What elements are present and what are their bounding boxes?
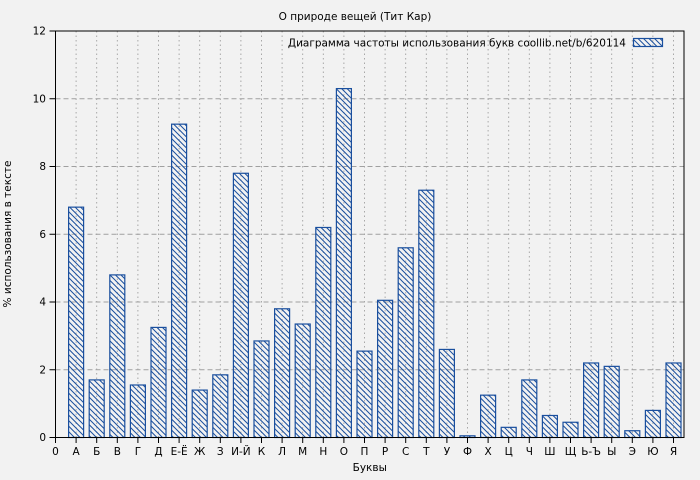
x-tick-label-Д: Д: [154, 446, 162, 458]
x-tick-label-Ц: Ц: [505, 446, 513, 458]
x-axis-label: Буквы: [353, 462, 387, 474]
bar-Д: [150, 326, 167, 439]
bar-С: [397, 247, 414, 439]
bar-Н: [315, 226, 332, 439]
y-tick-label-10: 10: [33, 93, 46, 105]
bar-Е-Ё: [171, 123, 188, 439]
legend: Диаграмма частоты использования букв coo…: [288, 37, 664, 50]
x-tick-label-Р: Р: [382, 446, 388, 458]
x-tick-label-А: А: [73, 446, 81, 458]
bar-Ч: [521, 379, 538, 439]
x-tick-label-Г: Г: [135, 446, 141, 458]
x-tick-label-Е-Ё: Е-Ё: [171, 445, 188, 458]
x-tick-label-К: К: [258, 446, 266, 458]
bar-Ы: [603, 365, 620, 439]
bar-Ш: [541, 414, 559, 439]
x-tick-label-Ж: Ж: [194, 446, 206, 458]
y-tick-label-0: 0: [39, 432, 46, 444]
bar-Г: [129, 384, 146, 439]
x-tick-label-Щ: Щ: [565, 446, 577, 458]
bar-Э: [624, 430, 641, 439]
bar-Ж: [191, 389, 208, 439]
x-tick-label-Ч: Ч: [526, 446, 533, 458]
x-tick-label-Н: Н: [319, 446, 327, 458]
bar-З: [212, 374, 229, 439]
legend-label: Диаграмма частоты использования букв coo…: [288, 38, 626, 50]
x-tick-label-У: У: [444, 446, 451, 458]
x-tick-label-Б: Б: [93, 446, 100, 458]
bar-Ц: [500, 426, 517, 439]
bar-О: [335, 87, 352, 439]
bar-У: [438, 348, 455, 439]
y-axis-label: % использования в тексте: [2, 161, 14, 308]
bar-Щ: [562, 421, 579, 439]
x-tick-label-0: 0: [52, 446, 59, 458]
bar-М: [294, 323, 311, 439]
legend-swatch: [632, 37, 664, 48]
y-tick-label-8: 8: [39, 161, 46, 173]
x-tick-label-И-Й: И-Й: [231, 445, 251, 458]
x-tick-label-Ю: Ю: [647, 446, 658, 458]
x-tick-label-С: С: [402, 446, 409, 458]
x-tick-label-Ь-Ъ: Ь-Ъ: [581, 446, 601, 458]
axis-ticks: [49, 30, 674, 443]
plot-border: [55, 30, 685, 438]
bar-Р: [377, 299, 394, 439]
x-tick-label-З: З: [217, 446, 224, 458]
bar-Т: [418, 189, 435, 439]
tick-labels: 0 А Б В Г Д Е-Ё Ж З И-Й К Л М Н О П Р С Т У Ф Х Ц Ч Ш Щ Ь-Ъ Ы Э Ю Я 0 2 4…: [33, 26, 678, 458]
bar-А: [67, 206, 85, 439]
x-tick-label-П: П: [361, 446, 369, 458]
x-tick-label-Т: Т: [422, 446, 430, 458]
chart-title: О природе вещей (Тит Кар): [279, 11, 432, 23]
bar-Х: [480, 394, 497, 439]
x-tick-label-В: В: [114, 446, 121, 458]
bar-Л: [274, 308, 291, 439]
bar-Я: [665, 362, 682, 439]
x-tick-label-М: М: [298, 446, 307, 458]
y-tick-label-4: 4: [39, 297, 46, 309]
bar-Ю: [644, 409, 662, 439]
x-tick-label-О: О: [340, 446, 348, 458]
bar-Ь-Ъ: [582, 362, 600, 439]
bar-И-Й: [232, 172, 249, 439]
x-tick-label-Х: Х: [484, 446, 491, 458]
bars: [67, 87, 682, 439]
bar-Б: [88, 379, 105, 439]
y-tick-label-12: 12: [33, 26, 46, 38]
x-tick-label-Э: Э: [629, 446, 636, 458]
y-tick-label-2: 2: [39, 364, 46, 376]
bar-П: [356, 350, 373, 439]
y-tick-label-6: 6: [39, 229, 46, 241]
x-tick-label-Ы: Ы: [607, 446, 616, 458]
x-tick-label-Ш: Ш: [544, 446, 555, 458]
bar-К: [253, 340, 270, 439]
x-tick-label-Я: Я: [670, 446, 677, 458]
x-tick-label-Л: Л: [278, 446, 286, 458]
bar-В: [109, 274, 126, 439]
x-tick-label-Ф: Ф: [463, 446, 472, 458]
